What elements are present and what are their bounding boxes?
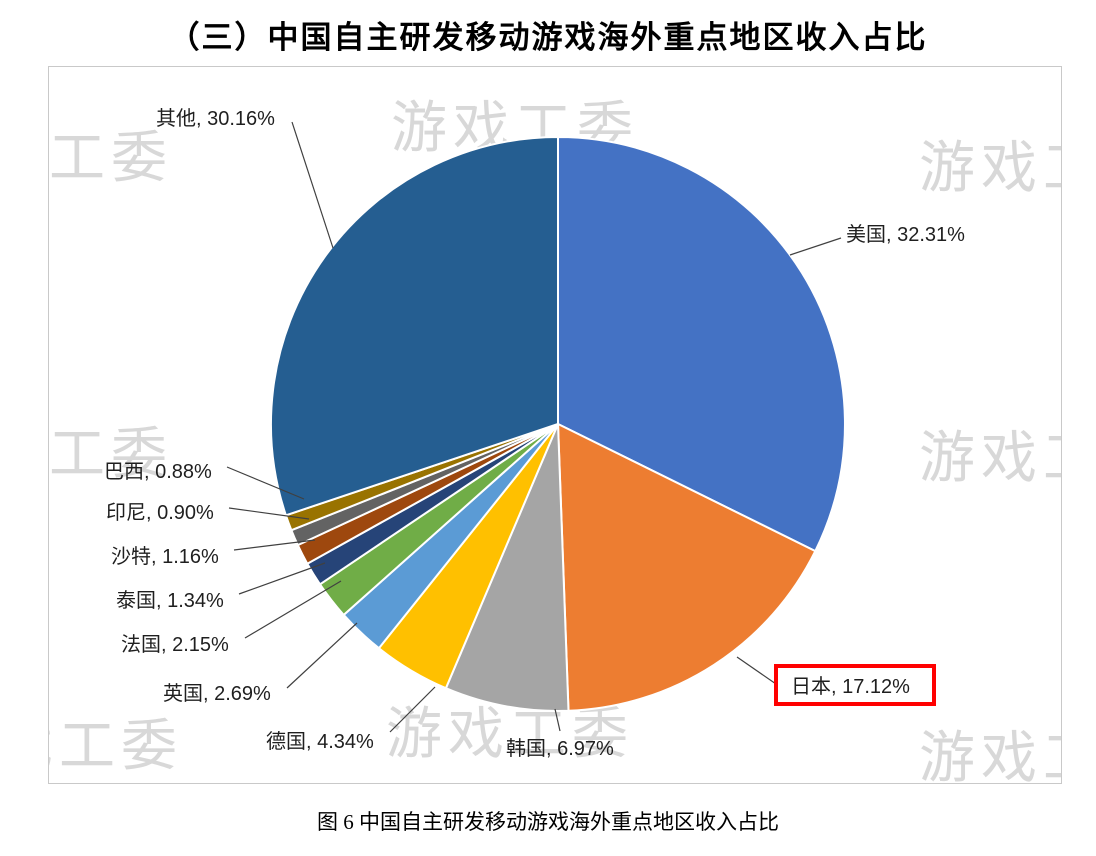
leader-line-德国 [389,686,436,733]
watermark: 游戏工委 [919,136,1061,199]
pie-label-德国: 德国, 4.34% [266,730,374,753]
pie-label-法国: 法国, 2.15% [121,633,229,656]
watermark: 游戏工委 [919,726,1061,784]
highlight-box-日本 [774,664,936,706]
leader-line-韩国 [554,708,561,732]
pie-slice-日本 [556,422,817,712]
pie-chart: 美国, 32.31% 日本, 17.12% 韩国, 6.97% 德国, 4.34% 英国… [104,107,965,760]
pie-label-韩国: 韩国, 6.97% [506,737,614,760]
watermark: 游戏工委 [49,126,173,189]
pie-label-泰国: 泰国, 1.34% [116,589,224,612]
pie-slice-美国 [557,135,846,553]
pie-label-其他: 其他, 30.16% [156,107,275,130]
pie-label-美国: 美国, 32.31% [846,223,965,246]
pie-label-印尼: 印尼, 0.90% [106,501,214,524]
leader-line-印尼 [228,507,310,520]
watermark: 游戏工委 [49,714,183,777]
watermark: 游戏工委 [49,422,173,485]
pie-label-日本: 日本, 17.12% [791,675,910,698]
pie-label-巴西: 巴西, 0.88% [104,461,212,483]
pie-label-沙特: 沙特, 1.16% [111,545,219,568]
leader-line-日本 [736,656,777,685]
leader-line-美国 [789,237,842,256]
figure-caption: 图 6 中国自主研发移动游戏海外重点地区收入占比 [317,810,779,834]
leader-line-英国 [286,622,358,689]
watermark: 游戏工委 [919,426,1061,489]
leader-line-其他 [291,121,334,249]
leader-line-巴西 [226,466,305,500]
leader-line-泰国 [238,562,326,595]
chart-frame: 游戏工委 游戏工委 游戏工委 游戏工委 游戏工委 游戏工委 游戏工委 游戏工委 … [48,66,1062,784]
page-title: （三）中国自主研发移动游戏海外重点地区收入占比 [168,20,928,55]
leader-line-沙特 [233,539,316,551]
pie-slice-韩国 [444,423,570,712]
pie-label-英国: 英国, 2.69% [163,682,271,705]
leader-line-法国 [244,580,342,639]
watermark: 游戏工委 [386,702,634,765]
pie-slice-其他 [270,135,559,517]
